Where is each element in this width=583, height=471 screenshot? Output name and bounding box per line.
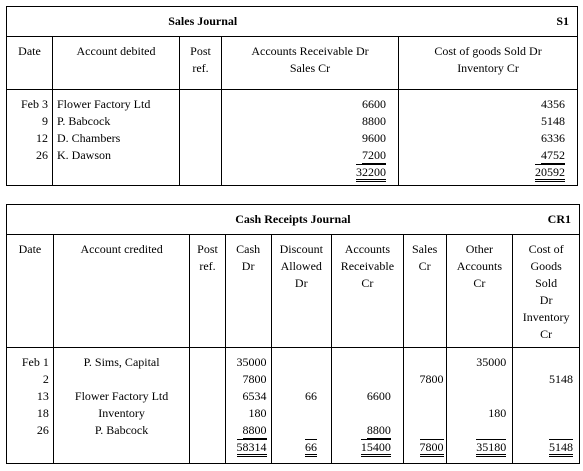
sales-row-cogs: 4356 <box>541 97 566 111</box>
sales-row-account: Flower Factory Ltd <box>57 97 151 111</box>
cash-receipts-journal-ref: CR1 <box>512 204 580 235</box>
cr-row-discount <box>276 354 317 371</box>
header-cogs-inventory: Cost of goods Sold Dr Inventory Cr <box>398 36 579 90</box>
sales-date-column: Feb 3 9 12 26 <box>6 89 53 186</box>
sales-cogs-column: 4356 5148 6336 4752 20592 <box>398 89 579 186</box>
cr-cogs-column: 5148 5148 <box>512 347 580 464</box>
cr-row-sales <box>408 388 444 405</box>
cr-total-cash: 58314 <box>236 439 267 457</box>
sales-row-ar: 7200 <box>362 148 387 164</box>
cr-row-cash: 180 <box>248 406 267 420</box>
cr-date-column: Feb 1 2 13 18 26 <box>6 347 54 464</box>
cr-account-column: P. Sims, Capital Flower Factory Ltd Inve… <box>52 347 191 464</box>
sales-post-ref-column <box>179 89 222 186</box>
sales-row-ar: 9600 <box>362 131 387 145</box>
sales-journal-table: Sales Journal S1 Date Account debited Po… <box>5 6 579 186</box>
cr-row-cogs <box>517 354 573 371</box>
cr-row-sales <box>408 354 444 371</box>
header-post-ref: Post ref. <box>179 36 222 90</box>
header-post-ref: Post ref. <box>189 234 226 348</box>
sales-ar-column: 6600 8800 9600 7200 32200 <box>220 89 400 186</box>
cr-row-sales <box>408 405 444 422</box>
cr-row-ar <box>336 354 391 371</box>
header-account-debited: Account debited <box>52 36 180 90</box>
cr-row-sales: 7800 <box>419 372 444 386</box>
cr-row-account: Flower Factory Ltd <box>74 389 169 403</box>
cr-row-other <box>451 388 507 405</box>
sales-total-ar: 32200 <box>356 164 387 182</box>
cr-row-other: 35000 <box>476 355 507 369</box>
cr-sales-column: 7800 7800 <box>402 347 447 464</box>
sales-row-ar: 6600 <box>362 97 387 111</box>
header-ar-sales: Accounts Receivable Dr Sales Cr <box>220 36 400 90</box>
sales-journal-ref: S1 <box>398 6 579 37</box>
cr-row-date: Feb 1 <box>21 355 49 369</box>
cr-post-ref-column <box>189 347 226 464</box>
sales-row-cogs: 5148 <box>541 114 566 128</box>
sales-row-ar: 8800 <box>362 114 387 128</box>
cr-row-cogs <box>517 405 573 422</box>
cash-receipts-journal-table: Cash Receipts Journal CR1 Date Account c… <box>5 204 580 464</box>
cr-row-discount <box>276 405 317 422</box>
header-date: Date <box>6 234 54 348</box>
header-other-accounts: Other Accounts Cr <box>445 234 514 348</box>
cr-total-cogs: 5148 <box>549 439 573 457</box>
sales-row-account: P. Babcock <box>57 114 111 128</box>
cr-row-other: 180 <box>488 406 507 420</box>
cr-row-date: 2 <box>42 372 49 386</box>
sales-row-cogs: 6336 <box>541 131 566 145</box>
cr-row-ar: 6600 <box>366 389 391 403</box>
header-account-credited: Account credited <box>52 234 191 348</box>
cr-row-account <box>58 371 185 388</box>
header-sales-cr: Sales Cr <box>402 234 447 348</box>
sales-row-date: 9 <box>42 114 48 128</box>
sales-account-column: Flower Factory Ltd P. Babcock D. Chamber… <box>52 89 180 186</box>
cr-row-cash: 8800 <box>242 423 267 439</box>
cr-total-ar: 15400 <box>360 439 391 457</box>
header-cash-dr: Cash Dr <box>224 234 272 348</box>
cr-row-cash: 35000 <box>236 355 267 369</box>
cr-row-account: Inventory <box>98 406 145 420</box>
cr-row-date: 13 <box>36 389 49 403</box>
header-cogs-inventory: Cost of Goods Sold Dr Inventory Cr <box>512 234 580 348</box>
sales-row-account: K. Dawson <box>57 148 111 162</box>
cash-receipts-journal-title: Cash Receipts Journal <box>5 204 513 235</box>
cr-row-date: 18 <box>36 406 49 420</box>
sales-total-cogs: 20592 <box>535 164 566 182</box>
cr-row-other <box>451 422 507 439</box>
header-accounts-receivable: Accounts Receivable Cr <box>330 234 404 348</box>
cr-row-discount <box>276 371 317 388</box>
header-date: Date <box>6 36 53 90</box>
cr-row-cash: 7800 <box>242 372 267 386</box>
sales-row-date: 12 <box>36 131 48 145</box>
cr-row-cogs <box>517 388 573 405</box>
cr-row-account: P. Babcock <box>94 423 149 437</box>
cr-total-discount: 66 <box>304 439 317 457</box>
sales-journal-title: Sales Journal <box>5 6 399 37</box>
sales-row-date: 26 <box>36 148 48 162</box>
cr-row-discount <box>276 422 317 439</box>
cr-row-sales <box>408 422 444 439</box>
cr-row-cash: 6534 <box>242 389 267 403</box>
sales-row-account: D. Chambers <box>57 131 121 145</box>
sales-row-date: Feb 3 <box>21 97 48 111</box>
cr-row-account: P. Sims, Capital <box>83 355 160 369</box>
cr-row-date: 26 <box>36 423 49 437</box>
header-discount-allowed: Discount Allowed Dr <box>270 234 332 348</box>
cr-row-other <box>451 371 507 388</box>
cr-row-ar: 8800 <box>366 423 391 439</box>
cr-row-ar <box>336 405 391 422</box>
cr-other-column: 35000 180 35180 <box>445 347 514 464</box>
cr-row-discount: 66 <box>304 389 317 403</box>
cr-total-other: 35180 <box>476 439 507 457</box>
cr-ar-column: 6600 8800 15400 <box>330 347 404 464</box>
cr-row-cogs: 5148 <box>549 372 573 386</box>
sales-row-cogs: 4752 <box>541 148 566 164</box>
cr-row-cogs <box>517 422 573 439</box>
cr-total-sales: 7800 <box>419 439 444 457</box>
cr-discount-column: 66 66 <box>270 347 332 464</box>
cr-cash-column: 35000 7800 6534 180 8800 58314 <box>224 347 272 464</box>
cr-row-ar <box>336 371 391 388</box>
